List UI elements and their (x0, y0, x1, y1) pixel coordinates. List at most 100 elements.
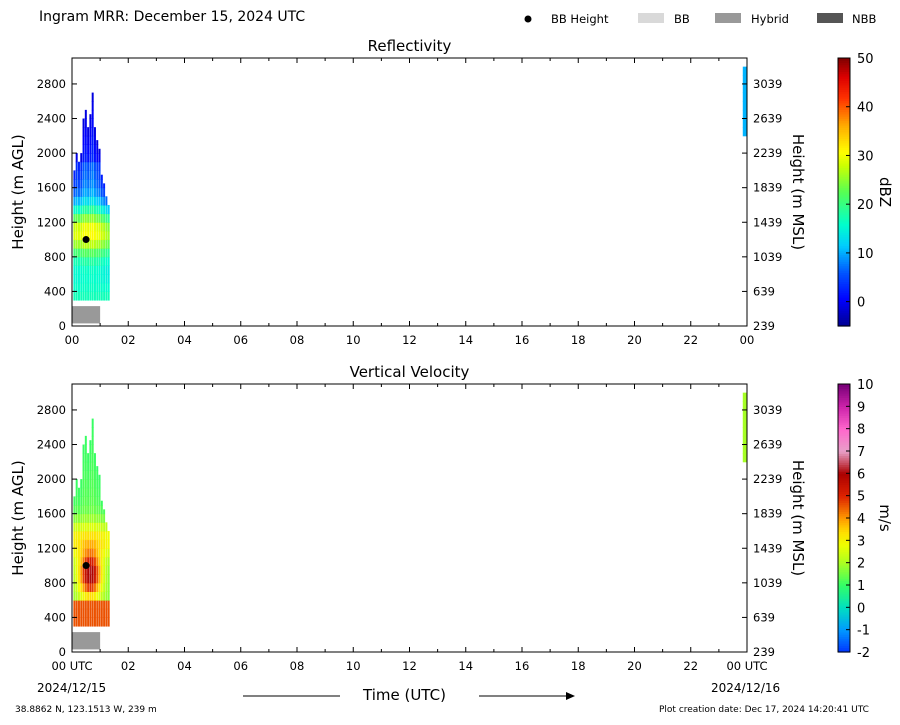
x-tick-label: 12 (402, 659, 417, 673)
legend-bb-label: BB (674, 12, 690, 26)
y-tick-label-right: 1439 (753, 541, 782, 555)
y-tick-label-left: 1200 (37, 215, 66, 229)
arrow-right-head (566, 692, 575, 700)
colorbar-tick-label: 3 (857, 534, 865, 549)
y-tick-label-left: 2000 (37, 146, 66, 160)
x-tick-label: 10 (346, 659, 361, 673)
y-axis-label-left: Height (m AGL) (9, 134, 27, 249)
colorbar: 0 10 20 30 40 50 dBZ (837, 52, 894, 327)
hybrid-band-bar (72, 306, 101, 324)
date-left: 2024/12/15 (37, 681, 107, 695)
legend-bb-height-label: BB Height (551, 12, 609, 26)
colorbar-tick-label: 6 (857, 467, 865, 482)
y-tick-label-right: 1039 (753, 576, 782, 590)
x-tick-label: 04 (177, 333, 192, 347)
colorbar-label: m/s (876, 504, 894, 532)
legend-hybrid-label: Hybrid (751, 12, 789, 26)
y-tick-label-right: 239 (753, 645, 775, 659)
y-tick-label-right: 3039 (753, 77, 782, 91)
reflectivity-panel: Reflectivity0400800120016002000240028002… (9, 37, 894, 347)
y-tick-label-right: 239 (753, 319, 775, 333)
x-tick-label: 12 (402, 333, 417, 347)
colorbar-tick-label: 8 (857, 423, 865, 438)
colorbar-tick-label: 4 (857, 512, 865, 527)
y-tick-label-left: 0 (59, 319, 66, 333)
x-axis-label: Time (UTC) (363, 686, 446, 704)
y-tick-label-right: 3039 (753, 403, 782, 417)
x-tick-label: 00 UTC (726, 659, 767, 673)
x-tick-label: 18 (571, 659, 586, 673)
x-tick-label: 14 (458, 333, 473, 347)
colorbar-tick-label: 20 (857, 198, 874, 213)
x-tick-label: 00 (65, 333, 80, 347)
y-axis-label-left: Height (m AGL) (9, 460, 27, 575)
y-tick-label-left: 800 (44, 250, 66, 264)
colorbar-tick-label: 7 (857, 445, 865, 460)
x-tick-label: 02 (121, 659, 136, 673)
y-tick-label-left: 0 (59, 645, 66, 659)
y-axis-label-right: Height (m MSL) (789, 460, 807, 576)
y-tick-label-right: 2639 (753, 438, 782, 452)
colorbar-tick-label: 1 (857, 579, 865, 594)
colorbar-tick-label: 2 (857, 557, 865, 572)
colorbar-tick-label: 0 (857, 296, 865, 311)
data-columns (73, 66, 747, 301)
x-tick-label: 16 (515, 333, 530, 347)
y-tick-label-left: 1200 (37, 541, 66, 555)
colorbar-tick-label: -2 (857, 646, 870, 661)
panel-title: Reflectivity (368, 37, 452, 55)
x-tick-label: 20 (627, 659, 642, 673)
plot-frame (71, 57, 748, 327)
colorbar-tick-label: 40 (857, 101, 874, 116)
x-tick-label: 16 (515, 659, 530, 673)
colorbar: -2 -1 0 1 2 3 4 5 6 7 8 9 10 m/s (837, 378, 894, 661)
y-tick-label-left: 2400 (37, 438, 66, 452)
x-tick-label: 22 (683, 659, 698, 673)
y-tick-label-left: 2000 (37, 472, 66, 486)
y-tick-label-left: 1600 (37, 507, 66, 521)
bb-height-marker (82, 236, 90, 244)
colorbar-tick-label: 0 (857, 601, 865, 616)
x-tick-label: 06 (233, 333, 248, 347)
panel-title: Vertical Velocity (350, 363, 470, 381)
x-tick-label: 02 (121, 333, 136, 347)
y-tick-label-right: 2639 (753, 112, 782, 126)
y-tick-label-right: 1039 (753, 250, 782, 264)
y-tick-label-left: 2400 (37, 112, 66, 126)
colorbar-tick-label: 30 (857, 149, 874, 164)
figure-title: Ingram MRR: December 15, 2024 UTC (39, 9, 306, 25)
y-tick-label-left: 400 (44, 284, 66, 298)
location-text: 38.8862 N, 123.1513 W, 239 m (15, 705, 157, 715)
y-tick-label-left: 800 (44, 576, 66, 590)
colorbar-tick-label: 50 (857, 52, 874, 67)
x-tick-label: 04 (177, 659, 192, 673)
y-axis-label-right: Height (m MSL) (789, 134, 807, 250)
x-tick-label: 00 (740, 333, 755, 347)
x-tick-label: 14 (458, 659, 473, 673)
colorbar-tick-label: -1 (857, 624, 870, 639)
data-columns (73, 392, 747, 627)
y-tick-label-right: 2239 (753, 146, 782, 160)
y-tick-label-left: 2800 (37, 77, 66, 91)
legend-bb-height-dot (524, 15, 532, 23)
x-tick-label: 18 (571, 333, 586, 347)
vertical-velocity-panel: Vertical Velocity04008001200160020002400… (9, 363, 894, 673)
colorbar-tick-label: 9 (857, 400, 865, 415)
x-tick-label: 10 (346, 333, 361, 347)
colorbar-tick-label: 5 (857, 490, 865, 505)
y-tick-label-right: 639 (753, 284, 775, 298)
y-tick-label-left: 1600 (37, 181, 66, 195)
x-tick-label: 08 (290, 333, 305, 347)
colorbar-tick-label: 10 (857, 247, 874, 262)
hybrid-band-bar (72, 632, 101, 650)
x-tick-label: 08 (290, 659, 305, 673)
plot-frame (71, 383, 748, 653)
legend-hybrid-swatch (715, 13, 741, 23)
y-tick-label-right: 1839 (753, 507, 782, 521)
legend-bb-swatch (638, 13, 664, 23)
colorbar-frame (837, 57, 851, 327)
y-tick-label-left: 2800 (37, 403, 66, 417)
legend-nbb-label: NBB (852, 12, 877, 26)
legend-nbb-swatch (817, 13, 843, 23)
